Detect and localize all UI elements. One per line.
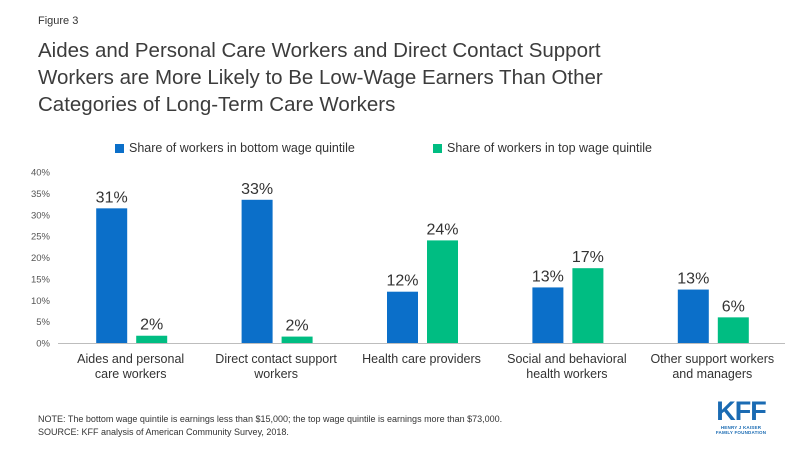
y-tick-label: 40% bbox=[31, 168, 51, 179]
bar-top-quintile bbox=[572, 268, 604, 343]
y-tick-label: 30% bbox=[31, 210, 51, 221]
data-label: 2% bbox=[286, 318, 309, 335]
chart-notes: NOTE: The bottom wage quintile is earnin… bbox=[38, 413, 502, 439]
x-category-label: Other support workers bbox=[650, 352, 774, 366]
x-category-label: care workers bbox=[95, 367, 167, 381]
source-text: SOURCE: KFF analysis of American Communi… bbox=[38, 427, 289, 437]
legend-label-top-quintile: Share of workers in top wage quintile bbox=[447, 141, 652, 155]
bar-bottom-quintile bbox=[532, 287, 564, 343]
legend-item-top-quintile: Share of workers in top wage quintile bbox=[433, 141, 652, 155]
kff-logo: KFF HENRY J KAISER FAMILY FOUNDATION bbox=[713, 396, 769, 436]
chart-title-line-2: Workers are More Likely to Be Low-Wage E… bbox=[38, 66, 603, 89]
legend-swatch-top-quintile bbox=[433, 143, 442, 153]
kff-logo-sub-1: HENRY J KAISER bbox=[720, 425, 762, 430]
y-tick-label: 10% bbox=[31, 296, 51, 307]
y-tick-label: 20% bbox=[31, 253, 51, 264]
y-tick-label: 0% bbox=[36, 339, 50, 350]
data-label: 24% bbox=[426, 221, 458, 238]
data-label: 33% bbox=[241, 181, 273, 198]
legend-swatch-bottom-quintile bbox=[115, 143, 124, 153]
chart-title-line-3: Categories of Long-Term Care Workers bbox=[38, 93, 396, 116]
data-label: 13% bbox=[532, 268, 564, 285]
bar-chart: 0% 5% 10% 15% 20% 25% 30% 35% 40% 31% 2% Aides and … bbox=[31, 168, 785, 381]
x-category-label: workers bbox=[253, 367, 298, 381]
x-category-label: Social and behavioral bbox=[507, 352, 627, 366]
kff-logo-sub-2: FAMILY FOUNDATION bbox=[715, 430, 767, 435]
y-tick-label: 35% bbox=[31, 189, 51, 200]
data-label: 17% bbox=[572, 249, 604, 266]
x-category-label: Aides and personal bbox=[77, 352, 184, 366]
y-tick-label: 15% bbox=[31, 274, 51, 285]
kff-logo-wordmark: KFF bbox=[716, 396, 766, 426]
bar-top-quintile bbox=[427, 240, 458, 343]
y-tick-label: 5% bbox=[36, 317, 50, 328]
chart-title: Aides and Personal Care Workers and Dire… bbox=[38, 37, 778, 118]
bar-bottom-quintile bbox=[677, 289, 709, 343]
chart-title-line-1: Aides and Personal Care Workers and Dire… bbox=[38, 39, 601, 62]
legend-item-bottom-quintile: Share of workers in bottom wage quintile bbox=[115, 141, 355, 155]
bar-top-quintile bbox=[136, 335, 168, 343]
bar-top-quintile bbox=[717, 317, 749, 343]
x-category-label: Health care providers bbox=[362, 352, 481, 366]
data-label: 6% bbox=[722, 298, 745, 315]
legend-label-bottom-quintile: Share of workers in bottom wage quintile bbox=[129, 141, 355, 155]
data-label: 13% bbox=[677, 271, 709, 288]
note-text: NOTE: The bottom wage quintile is earnin… bbox=[38, 414, 503, 424]
data-label: 12% bbox=[386, 273, 418, 290]
chart-legend: Share of workers in bottom wage quintile… bbox=[0, 141, 800, 161]
y-tick-label: 25% bbox=[31, 232, 51, 243]
data-label: 2% bbox=[140, 317, 163, 334]
bar-bottom-quintile bbox=[387, 291, 418, 343]
figure-label: Figure 3 bbox=[38, 15, 79, 27]
data-label: 31% bbox=[96, 189, 128, 206]
x-category-label: health workers bbox=[526, 367, 607, 381]
x-category-label: Direct contact support bbox=[215, 352, 337, 366]
bar-bottom-quintile bbox=[241, 199, 273, 343]
bar-bottom-quintile bbox=[96, 208, 128, 343]
x-category-label: and managers bbox=[672, 367, 752, 381]
bar-top-quintile bbox=[281, 336, 313, 343]
